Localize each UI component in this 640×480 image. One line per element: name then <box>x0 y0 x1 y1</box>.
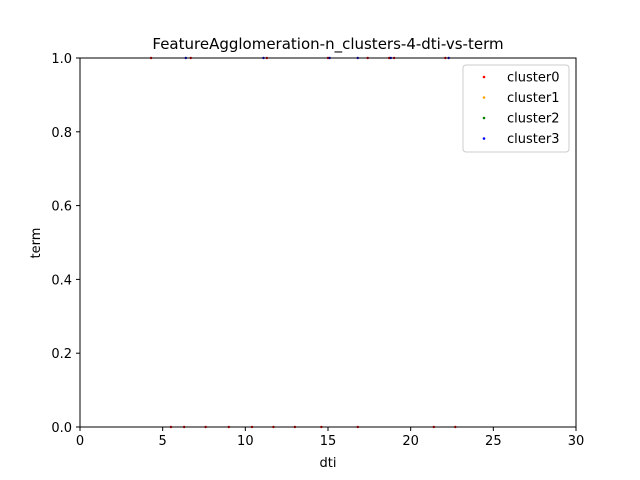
y-axis-ticks: 0.0 0.2 0.4 0.6 0.8 1.0 <box>51 52 80 436</box>
x-tick-label: 15 <box>320 434 337 449</box>
x-axis-ticks: 0 5 10 15 20 25 30 <box>76 427 584 449</box>
x-tick-label: 25 <box>485 434 502 449</box>
y-tick-label: 0.8 <box>51 126 72 141</box>
legend-label-cluster0: cluster0 <box>507 71 559 86</box>
legend-label-cluster3: cluster3 <box>507 132 559 147</box>
x-tick-label: 5 <box>159 434 167 449</box>
chart-title: FeatureAgglomeration-n_clusters-4-dti-vs… <box>152 35 503 54</box>
y-tick-label: 0.0 <box>51 421 72 436</box>
legend-marker-cluster3 <box>482 137 486 140</box>
x-tick-label: 30 <box>568 434 585 449</box>
x-tick-label: 20 <box>402 434 419 449</box>
legend-marker-cluster2 <box>482 116 486 120</box>
x-tick-label: 10 <box>237 434 254 449</box>
legend-label-cluster2: cluster2 <box>507 112 559 127</box>
legend-marker-cluster0 <box>482 75 486 79</box>
legend-items: cluster0 cluster1 cluster2 cluster3 <box>482 71 559 147</box>
legend-label-cluster1: cluster1 <box>507 91 559 106</box>
y-tick-label: 0.6 <box>51 200 72 215</box>
x-tick-label: 0 <box>76 434 84 449</box>
y-axis-label: term <box>29 228 44 259</box>
y-tick-label: 1.0 <box>51 52 72 67</box>
y-tick-label: 0.4 <box>51 273 72 288</box>
legend: cluster0 cluster1 cluster2 cluster3 <box>462 64 570 153</box>
x-axis-label: dti <box>320 456 337 471</box>
legend-marker-cluster1 <box>482 96 486 99</box>
legend-box <box>462 64 570 153</box>
y-tick-label: 0.2 <box>51 347 72 362</box>
